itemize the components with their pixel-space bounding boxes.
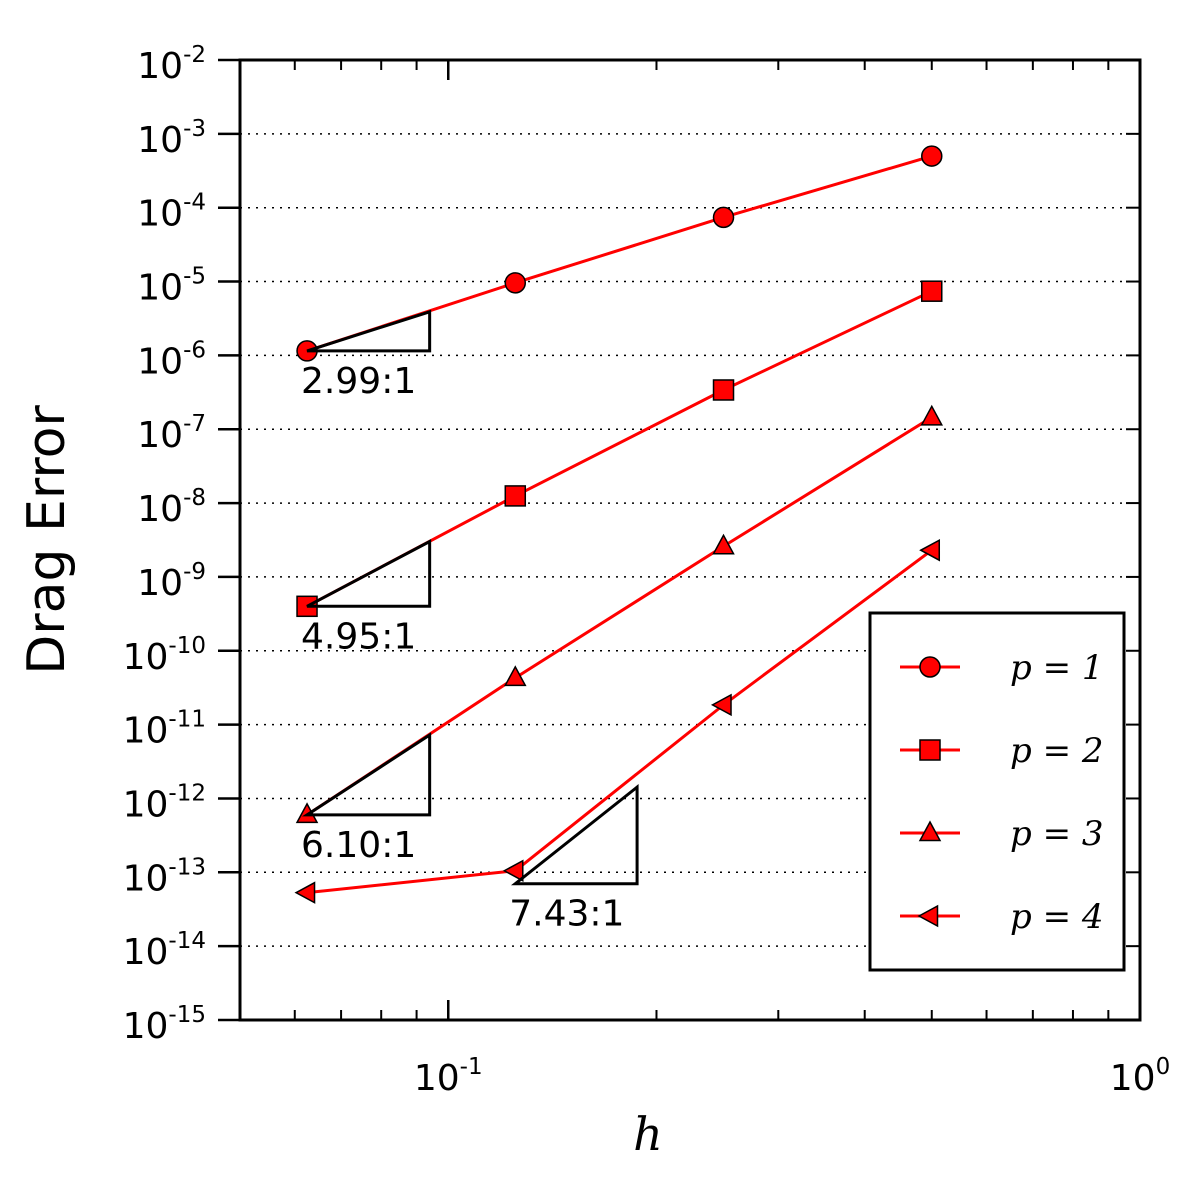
marker-triangle-up <box>918 820 942 842</box>
y-tick-label: 10-15 <box>123 1002 206 1047</box>
y-tick-label: 10-6 <box>137 337 206 382</box>
marker-triangle-left <box>919 538 941 562</box>
slope-triangle <box>306 309 432 353</box>
marker-circle <box>712 206 735 229</box>
plot-frame <box>238 58 1142 1022</box>
marker-circle <box>919 656 941 678</box>
legend-label: p = 2 <box>1010 731 1104 771</box>
marker-square <box>504 485 527 507</box>
y-tick-label: 10-7 <box>137 411 206 456</box>
slope-triangle <box>306 539 432 608</box>
x-axis-label: h <box>633 1107 663 1161</box>
marker-triangle-up <box>504 665 527 687</box>
y-tick-label: 10-9 <box>137 559 206 604</box>
y-tick-label: 10-8 <box>137 485 206 530</box>
slope-annotations: 2.99:1 4.95:1 6.10:1 7.43:1 <box>301 309 639 935</box>
slope-label: 6.10:1 <box>301 825 416 866</box>
legend-label: p = 4 <box>1010 897 1104 937</box>
legend-label: p = 1 <box>1010 648 1104 688</box>
y-tick-label: 10-11 <box>123 707 206 752</box>
slope-label: 4.95:1 <box>301 616 416 657</box>
y-axis-label: Drag Error <box>17 405 77 675</box>
series-line <box>306 549 933 895</box>
marker-circle <box>504 272 527 294</box>
y-tick-label: 10-2 <box>137 42 206 87</box>
marker-square <box>919 739 941 761</box>
series-line <box>306 289 933 608</box>
marker-triangle-left <box>710 693 732 717</box>
marker-square <box>712 379 735 401</box>
series-lines <box>294 145 944 904</box>
y-tick-label: 10-12 <box>123 780 206 825</box>
marker-square <box>921 280 943 302</box>
y-tick-label: 10-4 <box>137 190 206 235</box>
y-tick-label: 10-10 <box>123 633 206 678</box>
y-tick-label: 10-5 <box>137 264 206 309</box>
marker-triangle-left <box>502 859 524 883</box>
marker-triangle-up <box>920 404 944 426</box>
y-tick-label: 10-13 <box>123 854 206 899</box>
slope-triangle <box>301 732 432 817</box>
axes: 10-2 10-3 10-4 10-5 10-6 10-7 10-8 10-9 10-10 10-… <box>123 42 1171 1099</box>
marker-triangle-left <box>917 904 939 928</box>
marker-triangle-up <box>712 533 735 555</box>
grid-lines <box>240 133 1140 947</box>
y-tick-label: 10-3 <box>137 116 206 161</box>
slope-triangle <box>510 784 639 886</box>
y-tick-label: 10-14 <box>123 928 206 973</box>
x-tick-label: 10-1 <box>414 1054 483 1099</box>
x-tick-label: 100 <box>1110 1054 1170 1099</box>
slope-label: 2.99:1 <box>301 361 416 402</box>
legend-box <box>868 611 1126 972</box>
marker-triangle-left <box>294 881 316 904</box>
slope-label: 7.43:1 <box>509 894 624 935</box>
legend: p = 1 p = 2 p = 3 p = 4 <box>868 611 1126 972</box>
marker-circle <box>921 145 943 167</box>
legend-label: p = 3 <box>1010 814 1104 854</box>
